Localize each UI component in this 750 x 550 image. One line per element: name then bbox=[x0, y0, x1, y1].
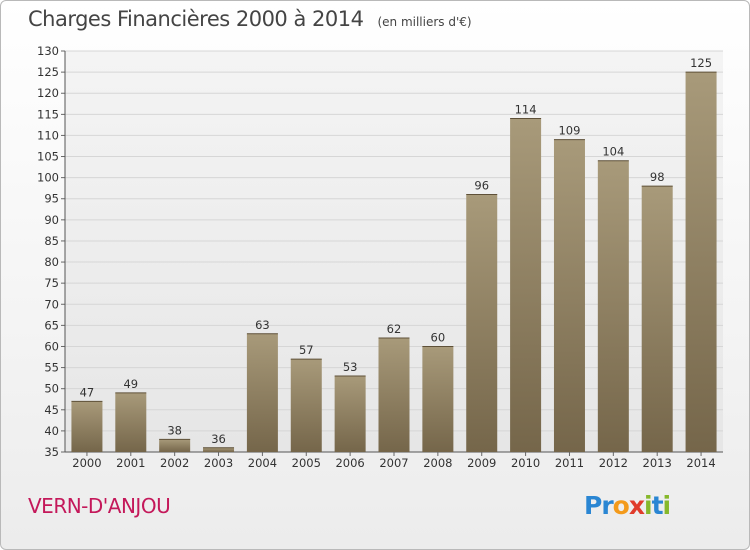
bar-value-label: 98 bbox=[650, 170, 665, 184]
logo-letter: i bbox=[644, 491, 653, 520]
x-tick-label: 2013 bbox=[643, 456, 672, 470]
bar-value-label: 104 bbox=[602, 145, 624, 159]
logo-letter: t bbox=[651, 491, 664, 520]
y-tick-label: 105 bbox=[37, 150, 59, 164]
y-tick-label: 80 bbox=[44, 255, 59, 269]
bar-value-label: 125 bbox=[690, 56, 712, 70]
y-tick-label: 65 bbox=[44, 318, 59, 332]
bar-value-label: 57 bbox=[299, 343, 314, 357]
bar bbox=[553, 139, 585, 453]
x-tick-label: 2007 bbox=[379, 456, 408, 470]
bar-value-label: 47 bbox=[80, 385, 95, 399]
logo-letter: r bbox=[601, 491, 613, 520]
x-tick-label: 2003 bbox=[204, 456, 233, 470]
y-tick-label: 70 bbox=[44, 297, 59, 311]
y-tick-label: 125 bbox=[37, 65, 59, 79]
logo-letter: i bbox=[662, 491, 672, 520]
bar-value-label: 114 bbox=[515, 103, 537, 117]
y-tick-label: 40 bbox=[44, 424, 59, 438]
bar bbox=[510, 118, 542, 453]
x-tick-label: 2000 bbox=[72, 456, 101, 470]
x-tick-label: 2004 bbox=[248, 456, 277, 470]
y-tick-label: 130 bbox=[37, 44, 59, 58]
place-name: VERN-D'ANJOU bbox=[28, 494, 171, 518]
bar-value-label: 38 bbox=[167, 423, 182, 437]
y-tick-label: 45 bbox=[44, 403, 59, 417]
x-tick-label: 2011 bbox=[555, 456, 584, 470]
bar-value-label: 96 bbox=[474, 179, 489, 193]
bar bbox=[290, 359, 322, 452]
bar-value-label: 53 bbox=[343, 360, 358, 374]
bar bbox=[334, 376, 366, 452]
logo-letter: P bbox=[584, 491, 602, 520]
bar bbox=[378, 338, 410, 452]
y-tick-label: 55 bbox=[44, 361, 59, 375]
logo-letter: o bbox=[612, 491, 630, 520]
y-tick-label: 60 bbox=[44, 339, 59, 353]
bar bbox=[641, 186, 673, 453]
bar bbox=[115, 392, 147, 452]
bar bbox=[159, 439, 191, 452]
bar bbox=[422, 346, 454, 452]
bar-value-label: 60 bbox=[431, 330, 446, 344]
bar bbox=[203, 447, 235, 452]
logo-letter: x bbox=[628, 491, 645, 520]
x-tick-label: 2014 bbox=[686, 456, 715, 470]
chart-title-block: Charges Financières 2000 à 2014 (en milli… bbox=[28, 7, 472, 31]
bar bbox=[685, 72, 717, 453]
x-tick-label: 2002 bbox=[160, 456, 189, 470]
bar bbox=[597, 160, 629, 452]
x-tick-label: 2010 bbox=[511, 456, 540, 470]
y-tick-label: 100 bbox=[37, 171, 59, 185]
y-tick-label: 95 bbox=[44, 192, 59, 206]
chart-unit: (en milliers d'€) bbox=[377, 15, 472, 29]
bar bbox=[71, 401, 103, 452]
x-tick-label: 2009 bbox=[467, 456, 496, 470]
x-tick-label: 2006 bbox=[335, 456, 364, 470]
x-tick-label: 2012 bbox=[599, 456, 628, 470]
proxiti-logo[interactable]: Proxiti bbox=[584, 491, 672, 520]
bar bbox=[246, 333, 278, 452]
x-tick-label: 2001 bbox=[116, 456, 145, 470]
y-tick-label: 50 bbox=[44, 382, 59, 396]
y-tick-label: 110 bbox=[37, 128, 59, 142]
y-tick-label: 120 bbox=[37, 86, 59, 100]
bar-value-label: 109 bbox=[558, 124, 580, 138]
chart-title: Charges Financières 2000 à 2014 bbox=[28, 7, 364, 31]
y-tick-label: 75 bbox=[44, 276, 59, 290]
y-tick-label: 115 bbox=[37, 107, 59, 121]
bar-value-label: 62 bbox=[387, 322, 402, 336]
bar-value-label: 36 bbox=[211, 432, 226, 446]
x-tick-label: 2008 bbox=[423, 456, 452, 470]
y-tick-label: 90 bbox=[44, 213, 59, 227]
bar-value-label: 49 bbox=[123, 377, 138, 391]
x-tick-label: 2005 bbox=[292, 456, 321, 470]
y-tick-label: 35 bbox=[44, 445, 59, 459]
bar-value-label: 63 bbox=[255, 318, 270, 332]
y-tick-label: 85 bbox=[44, 234, 59, 248]
bar bbox=[466, 194, 498, 452]
